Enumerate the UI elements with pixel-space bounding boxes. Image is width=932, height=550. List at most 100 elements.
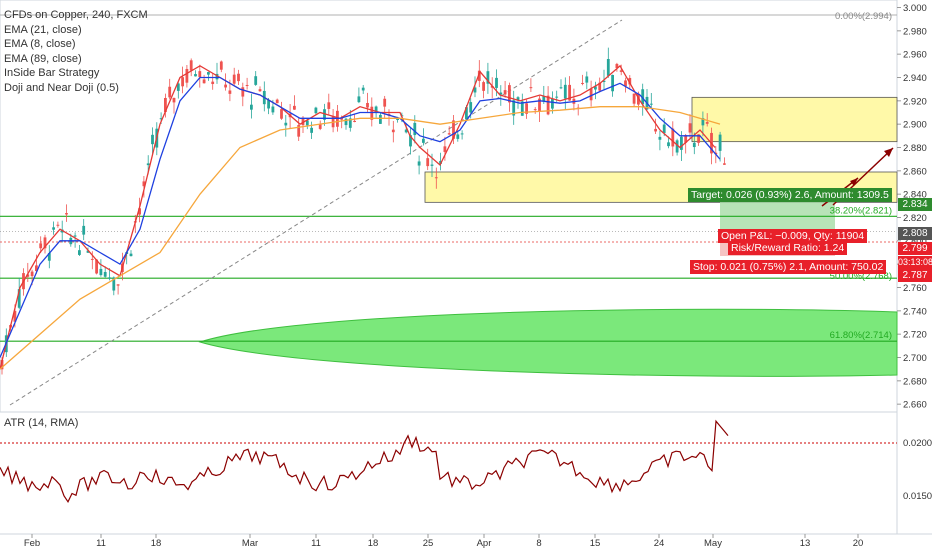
y-tick-label: 2.700: [903, 353, 927, 364]
candle-body: [73, 235, 77, 237]
candle-body: [297, 125, 301, 137]
candle-body: [258, 89, 262, 92]
x-tick-label: Feb: [24, 538, 40, 549]
candle-body: [95, 259, 98, 274]
candle-body: [649, 103, 653, 105]
candle-body: [357, 96, 361, 103]
candle-body: [379, 114, 382, 124]
candle-body: [198, 71, 202, 78]
legend-ema8[interactable]: EMA (8, close): [4, 38, 76, 50]
candle-body: [542, 96, 546, 102]
candle-body: [26, 274, 30, 277]
candle-body: [632, 93, 636, 104]
x-tick-label: Mar: [242, 538, 258, 549]
candle-body: [555, 96, 559, 98]
legend-inside-bar[interactable]: InSide Bar Strategy: [4, 67, 100, 79]
y-tick-label: 2.880: [903, 143, 927, 154]
candle-body: [17, 289, 21, 308]
trend-line[interactable]: [9, 19, 623, 406]
x-tick-label: Apr: [477, 538, 492, 549]
y-tick-label: 2.960: [903, 50, 927, 61]
candle-body: [718, 134, 722, 151]
candle-body: [168, 86, 172, 98]
candle-body: [503, 90, 507, 95]
candle-body: [254, 76, 258, 85]
candle-body: [701, 118, 705, 126]
target-label[interactable]: Target: 0.026 (0.93%) 2.6, Amount: 1309.…: [688, 188, 892, 202]
legend-ema89[interactable]: EMA (89, close): [4, 52, 82, 65]
candle-body: [232, 74, 236, 84]
candle-body: [280, 109, 283, 119]
open-pl-label: Open P&L: −0.009, Qty: 11904: [718, 229, 868, 243]
candle-body: [340, 117, 344, 120]
candle-body: [434, 177, 438, 179]
candle-body: [409, 135, 412, 147]
candle-body: [43, 237, 47, 249]
ema-line[interactable]: [0, 106, 721, 370]
candle-body: [692, 142, 696, 148]
x-tick-label: May: [704, 538, 722, 549]
legend: CFDs on Copper, 240, FXCM EMA (21, close…: [4, 8, 148, 95]
candle-body: [82, 225, 86, 235]
candle-body: [641, 89, 645, 105]
candle-body: [529, 87, 533, 89]
candle-body: [422, 138, 425, 143]
candle-body: [103, 271, 107, 277]
candle-body: [508, 85, 511, 103]
candle-body: [520, 101, 524, 116]
candle-body: [151, 134, 154, 145]
candle-body: [426, 158, 430, 167]
candle-body: [194, 74, 197, 77]
candle-body: [224, 84, 227, 88]
candle-body: [568, 84, 571, 101]
candle-body: [469, 102, 473, 113]
resistance-zone[interactable]: [691, 96, 898, 143]
candle-body: [456, 134, 460, 139]
ema-line[interactable]: [0, 64, 716, 370]
stop-label[interactable]: Stop: 0.021 (0.75%) 2.1, Amount: 750.02: [690, 260, 887, 274]
candle-body: [516, 97, 520, 101]
candle-body: [13, 310, 17, 322]
candle-body: [563, 84, 567, 99]
candle-body: [477, 70, 481, 81]
candle-body: [159, 118, 163, 120]
x-tick-label: 25: [423, 538, 434, 549]
candle-body: [366, 102, 369, 108]
x-tick-label: 11: [96, 538, 106, 549]
y-tick-label: 2.820: [903, 213, 927, 224]
candle-body: [697, 134, 700, 143]
candle-body: [228, 90, 232, 94]
atr-legend[interactable]: ATR (14, RMA): [4, 417, 79, 429]
candle-body: [688, 123, 692, 133]
ema-line[interactable]: [0, 76, 721, 358]
legend-doji[interactable]: Doji and Near Doji (0.5): [4, 81, 119, 94]
candle-body: [202, 79, 206, 84]
fib-label-0: 0.00%(2.994): [835, 11, 892, 22]
y-tick-label: 2.920: [903, 96, 927, 107]
entry-price-tag: 2.799: [898, 242, 932, 255]
candle-body: [56, 224, 60, 226]
fib-ellipse-zone[interactable]: [198, 308, 898, 377]
candle-body: [108, 277, 111, 279]
candle-body: [495, 77, 498, 88]
candle-body: [452, 120, 455, 139]
candle-body: [284, 122, 288, 126]
candle-body: [667, 142, 670, 147]
y-tick-label: 2.980: [903, 26, 927, 37]
candle-body: [112, 277, 116, 291]
candle-body: [684, 135, 688, 143]
candle-body: [383, 98, 387, 107]
candle-body: [250, 104, 253, 110]
candle-body: [65, 213, 68, 215]
candle-body: [305, 120, 309, 126]
candle-body: [30, 271, 34, 277]
candle-body: [396, 119, 399, 121]
candle-body: [327, 102, 331, 109]
candle-body: [675, 140, 679, 153]
y-tick-label: 2.900: [903, 120, 927, 131]
candle-body: [142, 181, 146, 187]
atr-line[interactable]: [0, 419, 729, 504]
legend-ema21[interactable]: EMA (21, close): [4, 23, 82, 36]
candle-body: [606, 59, 610, 76]
